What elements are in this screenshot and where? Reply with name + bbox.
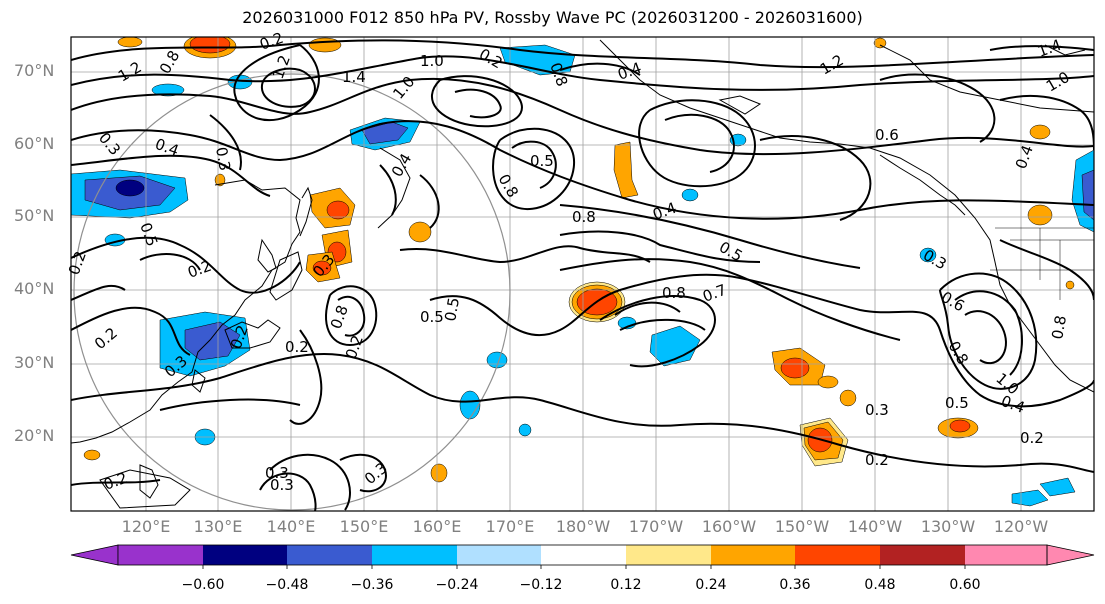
colorbar-swatch-2 [203, 545, 287, 565]
lon-label-150e: 150°E [339, 517, 389, 536]
colorbar-tick-label: 0.48 [864, 577, 896, 593]
lat-label-70n: 70°N [14, 61, 55, 80]
lon-label-160e: 160°E [412, 517, 462, 536]
lon-label-160w: 160°W [701, 517, 757, 536]
colorbar-tick-label: 0.36 [779, 577, 811, 593]
contour-label: 0.8 [662, 284, 686, 302]
map-content [71, 37, 1094, 511]
contour-label: 0.8 [945, 338, 973, 368]
colorbar-swatch-5 [457, 545, 541, 565]
lon-label-170w: 170°W [628, 517, 684, 536]
lon-label-140e: 140°E [266, 517, 316, 536]
axes-frame [70, 36, 1095, 512]
contour-label: 0.8 [572, 208, 596, 226]
colorbar-tick-label: −0.24 [435, 577, 479, 593]
lat-label-30n: 30°N [14, 353, 55, 372]
contour-label: 0.8 [495, 171, 523, 201]
contour-label: 1.0 [420, 52, 444, 70]
lon-label-140w: 140°W [847, 517, 903, 536]
contour-label: 0.2 [1020, 429, 1044, 447]
pv-contours [71, 39, 1094, 511]
colorbar-swatch-6 [541, 545, 626, 565]
contour-label: 1.2 [115, 58, 145, 86]
contour-label: 0.4 [650, 199, 679, 224]
contour-label: 0.5 [441, 296, 463, 323]
contour-label: 1.2 [817, 51, 847, 79]
lon-label-170e: 170°E [485, 517, 535, 536]
lat-label-60n: 60°N [14, 134, 55, 153]
colorbar-swatch-0 [70, 544, 119, 566]
contour-label: 0.5 [945, 394, 969, 412]
contour-labels: 1.2 0.8 0.3 0.2 1.0 0.2 0.4 1.2 1.4 1.0 … [65, 29, 1073, 494]
map-title: 2026031000 F012 850 hPa PV, Rossby Wave … [242, 8, 863, 27]
contour-label: 0.8 [156, 47, 184, 77]
colorbar-tick-label: 0.12 [610, 577, 642, 593]
contour-label: 1.0 [389, 73, 418, 103]
contour-label: 0.3 [270, 476, 294, 494]
colorbar-swatch-11 [965, 545, 1047, 565]
contour-label: 0.2 [285, 338, 309, 356]
contour-label: 0.2 [91, 324, 121, 353]
contour-label: 0.5 [530, 152, 554, 170]
colorbar-swatch-12 [1046, 544, 1095, 566]
colorbar-swatch-3 [287, 545, 372, 565]
colorbar-swatch-1 [118, 545, 203, 565]
contour-label: 0.2 [342, 333, 367, 362]
lat-label-50n: 50°N [14, 206, 55, 225]
pv-shading [71, 37, 1094, 507]
contour-label: 0.3 [265, 464, 289, 482]
colorbar-frame [117, 544, 1048, 566]
contour-label: 0.3 [361, 459, 391, 488]
colorbar-tick-label: 0.60 [949, 577, 981, 593]
borders [990, 227, 1094, 300]
colorbar-swatch-4 [372, 545, 457, 565]
coastlines [71, 39, 1094, 509]
contour-label: 0.5 [420, 308, 444, 326]
colorbar-swatch-9 [795, 545, 880, 565]
contour-label: 0.8 [1048, 314, 1070, 341]
contour-label: 0.3 [212, 146, 234, 173]
gridlines [71, 37, 1094, 511]
colorbar-swatch-10 [880, 545, 965, 565]
contour-label: 0.6 [938, 288, 968, 316]
lat-label-40n: 40°N [14, 279, 55, 298]
colorbar-swatch-8 [711, 545, 795, 565]
lon-label-120w: 120°W [993, 517, 1049, 536]
colorbar-tick-label: 0.24 [695, 577, 727, 593]
colorbar-tick-label: −0.36 [350, 577, 394, 593]
contour-label: 0.8 [327, 303, 352, 332]
lon-label-120e: 120°E [121, 517, 171, 536]
contour-label: 0.2 [865, 451, 889, 469]
lon-label-130w: 130°W [920, 517, 976, 536]
lon-label-150w: 150°W [774, 517, 830, 536]
contour-label: 0.2 [65, 249, 90, 278]
contour-label: 0.7 [700, 281, 729, 306]
lon-label-180w: 180°W [555, 517, 611, 536]
contour-label: 0.4 [1012, 143, 1037, 172]
lat-label-20n: 20°N [14, 426, 55, 445]
colorbar-swatch-7 [626, 545, 711, 565]
lon-label-130e: 130°E [193, 517, 243, 536]
contour-label: 0.5 [136, 220, 161, 249]
contour-label: 1.4 [342, 68, 366, 86]
contour-label: 0.4 [999, 392, 1028, 417]
contour-label: 1.2 [269, 53, 294, 82]
contour-label: 0.3 [865, 401, 889, 419]
colorbar [70, 544, 1095, 569]
range-circle [73, 73, 511, 511]
colorbar-tick-label: −0.48 [265, 577, 309, 593]
contour-label: 0.2 [101, 469, 130, 494]
colorbar-tick-label: −0.60 [181, 577, 225, 593]
contour-label: 0.6 [875, 126, 899, 144]
colorbar-tick-label: −0.12 [519, 577, 563, 593]
